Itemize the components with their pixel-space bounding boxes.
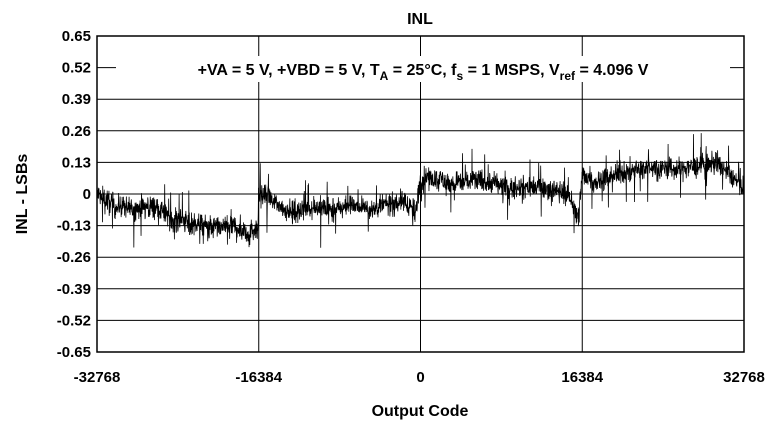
y-tick-label: 0 — [83, 186, 91, 203]
x-tick-label: -16384 — [235, 369, 282, 386]
y-tick-label: 0.26 — [62, 123, 91, 140]
annotation-part-2: = 25°C, f — [388, 62, 457, 79]
x-tick-label: 0 — [416, 369, 424, 386]
y-tick-label: -0.39 — [57, 281, 91, 298]
chart-title: INL — [407, 11, 433, 28]
grid-lines — [96, 35, 745, 353]
y-tick-label: 0.52 — [62, 60, 91, 77]
test-conditions-annotation: +VA = 5 V, +VBD = 5 V, TA = 25°C, fs = 1… — [198, 62, 649, 83]
annotation-part-4: = 4.096 V — [575, 62, 649, 79]
y-axis-title: INL - LSBs — [14, 154, 31, 235]
x-tick-label: 32768 — [723, 369, 765, 386]
x-tick-label: -32768 — [74, 369, 121, 386]
annotation-part-3: = 1 MSPS, V — [463, 62, 560, 79]
y-tick-label: 0.13 — [62, 154, 91, 171]
x-tick-label: 16384 — [561, 369, 603, 386]
annotation-part-1: +VA = 5 V, +VBD = 5 V, T — [198, 62, 380, 79]
y-tick-label: -0.52 — [57, 312, 91, 329]
y-tick-label: -0.26 — [57, 249, 91, 266]
y-tick-labels: 0.65 0.52 0.39 0.26 0.13 0 -0.13 -0.26 -0.39 -0.5… — [57, 28, 91, 361]
plot-frame — [96, 35, 745, 353]
annotation-sub-a: A — [380, 69, 389, 83]
x-axis-title: Output Code — [372, 403, 469, 420]
y-tick-label: -0.13 — [57, 218, 91, 235]
y-tick-label: 0.65 — [62, 28, 91, 45]
y-tick-label: 0.39 — [62, 91, 91, 108]
annotation-background — [116, 56, 730, 82]
inl-trace — [96, 133, 745, 248]
x-tick-labels: -32768 -16384 0 16384 32768 — [74, 369, 765, 386]
y-tick-label: -0.65 — [57, 344, 91, 361]
annotation-sub-ref: ref — [560, 69, 576, 83]
inl-series — [96, 133, 745, 248]
annotation-sub-s: s — [457, 69, 464, 83]
